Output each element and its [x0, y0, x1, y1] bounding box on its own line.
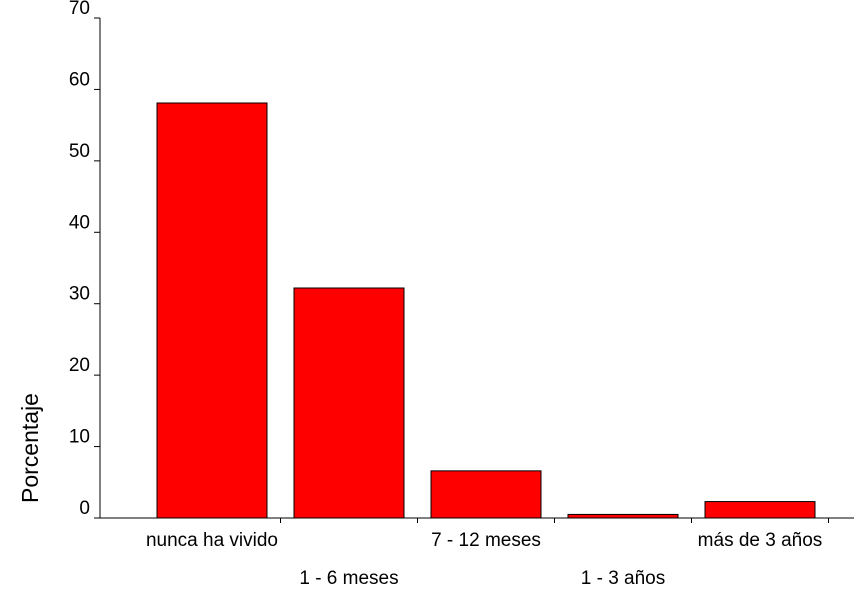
x-tick-label: más de 3 años — [698, 530, 823, 551]
y-tick-label: 0 — [79, 498, 90, 519]
bar-4 — [567, 513, 679, 519]
y-ticks: 0 10 20 30 40 50 60 70 — [69, 0, 100, 519]
x-tick-label: 1 - 6 meses — [299, 568, 398, 589]
axes — [99, 18, 854, 519]
x-tick-label: 1 - 3 años — [581, 568, 666, 589]
y-tick-label: 60 — [69, 69, 90, 90]
x-tick-label: 7 - 12 meses — [431, 530, 541, 551]
y-tick-label: 40 — [69, 212, 90, 233]
bar-3 — [430, 470, 542, 519]
y-axis-title: Porcentaje — [17, 393, 43, 503]
bar-1 — [156, 102, 268, 519]
bar-5 — [704, 501, 816, 519]
bar-2 — [293, 287, 405, 519]
y-tick-label: 20 — [69, 355, 90, 376]
x-ticks: nunca ha vivido 1 - 6 meses 7 - 12 meses 1 … — [146, 518, 829, 589]
y-tick-label: 50 — [69, 141, 90, 162]
y-tick-label: 30 — [69, 284, 90, 305]
y-tick-label: 70 — [69, 0, 90, 19]
x-tick-label: nunca ha vivido — [146, 530, 278, 551]
bars — [156, 102, 816, 519]
y-tick-label: 10 — [69, 427, 90, 448]
